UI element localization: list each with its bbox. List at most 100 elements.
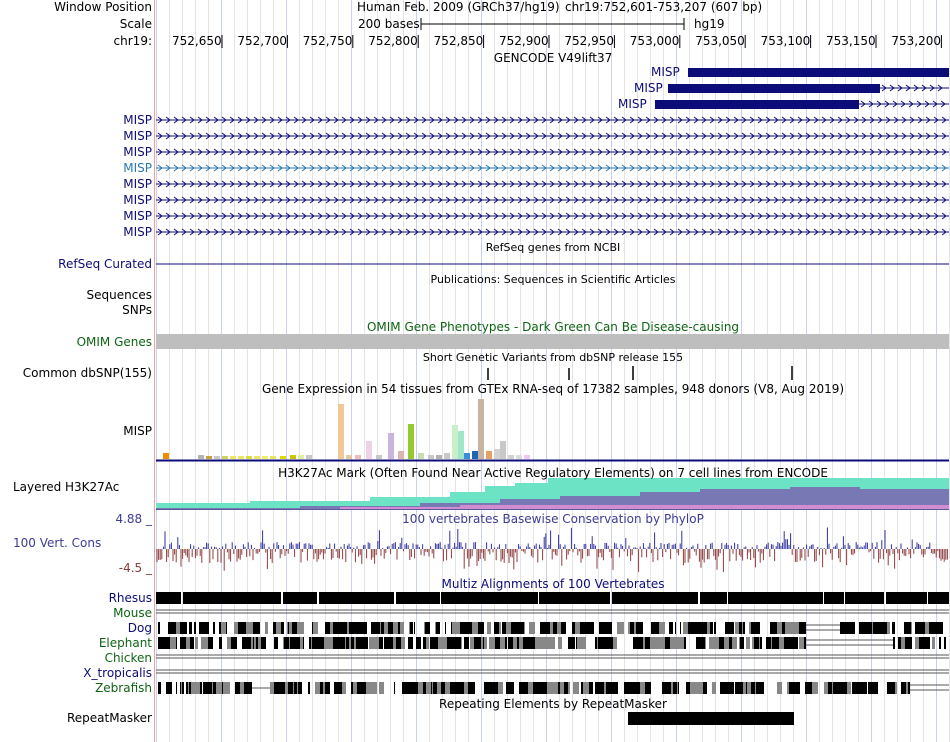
alignment-block[interactable]	[925, 622, 929, 634]
alignment-block[interactable]	[662, 682, 665, 694]
alignment-block[interactable]	[870, 682, 875, 694]
alignment-block[interactable]	[341, 637, 345, 649]
alignment-block[interactable]	[782, 622, 785, 634]
alignment-block[interactable]	[550, 622, 553, 634]
alignment-block[interactable]	[170, 637, 174, 649]
alignment-block[interactable]	[159, 682, 161, 694]
alignment-block[interactable]	[483, 637, 484, 649]
alignment-block[interactable]	[817, 682, 818, 694]
alignment-block[interactable]	[231, 637, 234, 649]
alignment-block[interactable]	[901, 637, 905, 649]
alignment-block[interactable]	[500, 637, 502, 649]
alignment-block[interactable]	[158, 622, 160, 634]
alignment-block[interactable]	[182, 682, 184, 694]
alignment-block[interactable]	[513, 637, 517, 649]
alignment-block[interactable]	[698, 622, 703, 634]
alignment-block[interactable]	[688, 622, 693, 634]
alignment-block[interactable]	[759, 637, 760, 649]
alignment-block[interactable]	[586, 622, 591, 634]
alignment-block[interactable]	[583, 622, 586, 634]
h3k27ac-track-label[interactable]: Layered H3K27Ac	[13, 480, 120, 494]
alignment-block[interactable]	[738, 682, 743, 694]
alignment-block[interactable]	[246, 622, 248, 634]
alignment-block[interactable]	[511, 682, 512, 694]
alignment-block[interactable]	[240, 682, 244, 694]
species-label-elephant[interactable]: Elephant	[98, 636, 152, 650]
alignment-block[interactable]	[393, 637, 396, 649]
alignment-block[interactable]	[486, 637, 487, 649]
alignment-block[interactable]	[771, 637, 772, 649]
gtex-tissue-bar[interactable]	[376, 455, 382, 459]
alignment-block[interactable]	[739, 622, 742, 634]
alignment-block[interactable]	[447, 637, 451, 649]
alignment-block[interactable]	[313, 622, 318, 634]
alignment-block[interactable]	[705, 637, 706, 649]
alignment-block[interactable]	[398, 622, 400, 634]
alignment-block[interactable]	[552, 637, 555, 649]
alignment-block[interactable]	[380, 622, 381, 634]
alignment-block[interactable]	[547, 682, 550, 694]
alignment-block[interactable]	[543, 622, 547, 634]
dbsnp-track-label[interactable]: Common dbSNP(155)	[22, 366, 152, 380]
alignment-block[interactable]	[540, 622, 543, 634]
alignment-block[interactable]	[746, 682, 747, 694]
alignment-block[interactable]	[358, 622, 359, 634]
alignment-block[interactable]	[464, 622, 469, 634]
alignment-block[interactable]	[749, 622, 751, 634]
alignment-block[interactable]	[185, 637, 186, 649]
rhesus-alignment-block[interactable]	[728, 592, 823, 604]
alignment-block[interactable]	[634, 622, 636, 634]
alignment-block[interactable]	[872, 622, 873, 634]
alignment-block[interactable]	[454, 682, 459, 694]
alignment-block[interactable]	[772, 622, 777, 634]
alignment-block[interactable]	[470, 637, 474, 649]
alignment-block[interactable]	[516, 622, 517, 634]
rhesus-alignment-block[interactable]	[283, 592, 317, 604]
alignment-block[interactable]	[491, 637, 495, 649]
alignment-block[interactable]	[499, 622, 501, 634]
alignment-block[interactable]	[808, 682, 810, 694]
alignment-block[interactable]	[555, 622, 557, 634]
alignment-block[interactable]	[348, 637, 349, 649]
alignment-block[interactable]	[719, 637, 724, 649]
alignment-block[interactable]	[833, 682, 836, 694]
alignment-block[interactable]	[459, 682, 464, 694]
alignment-block[interactable]	[209, 682, 212, 694]
alignment-block[interactable]	[904, 622, 908, 634]
alignment-block[interactable]	[610, 682, 614, 694]
alignment-block[interactable]	[727, 622, 730, 634]
alignment-block[interactable]	[533, 682, 538, 694]
alignment-block[interactable]	[505, 637, 507, 649]
gtex-tissue-bar[interactable]	[290, 455, 296, 459]
alignment-block[interactable]	[223, 682, 227, 694]
alignment-block[interactable]	[693, 622, 698, 634]
rhesus-alignment-block[interactable]	[845, 592, 884, 604]
alignment-block[interactable]	[588, 682, 589, 694]
alignment-block[interactable]	[290, 637, 292, 649]
alignment-block[interactable]	[324, 637, 328, 649]
alignment-block[interactable]	[791, 682, 795, 694]
alignment-block[interactable]	[408, 637, 410, 649]
alignment-block[interactable]	[199, 622, 204, 634]
species-label-zebrafish[interactable]: Zebrafish	[95, 681, 152, 695]
alignment-block[interactable]	[906, 682, 908, 694]
gene-exon[interactable]	[668, 84, 880, 93]
alignment-block[interactable]	[476, 637, 481, 649]
alignment-block[interactable]	[944, 637, 946, 649]
alignment-block[interactable]	[572, 622, 575, 634]
alignment-block[interactable]	[450, 682, 454, 694]
alignment-block[interactable]	[461, 622, 464, 634]
alignment-block[interactable]	[176, 682, 177, 694]
alignment-block[interactable]	[401, 637, 402, 649]
alignment-block[interactable]	[923, 637, 927, 649]
alignment-block[interactable]	[690, 682, 691, 694]
alignment-block[interactable]	[325, 622, 330, 634]
alignment-block[interactable]	[298, 682, 302, 694]
gtex-tissue-bar[interactable]	[524, 455, 530, 459]
alignment-block[interactable]	[469, 622, 472, 634]
rhesus-alignment-block[interactable]	[319, 592, 394, 604]
alignment-block[interactable]	[499, 682, 503, 694]
alignment-block[interactable]	[235, 682, 240, 694]
alignment-block[interactable]	[257, 622, 260, 634]
alignment-block[interactable]	[678, 682, 679, 694]
